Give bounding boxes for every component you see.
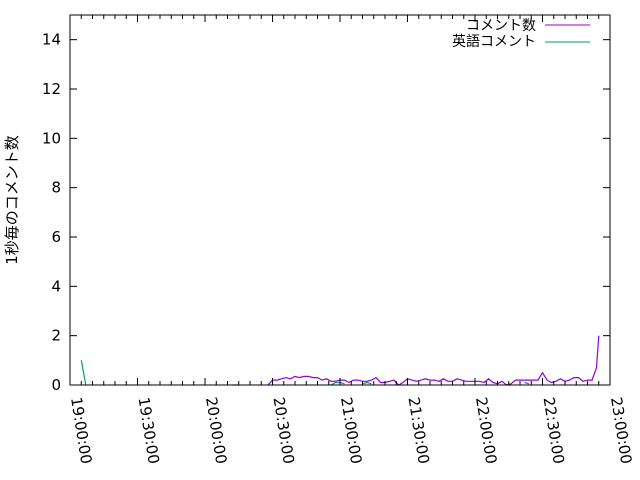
series-line-1 (80, 360, 87, 386)
y-tick-label: 8 (51, 179, 61, 197)
y-tick-label: 12 (42, 80, 61, 98)
x-tick-label: 21:30:00 (405, 396, 433, 465)
x-tick-label: 21:00:00 (337, 396, 365, 465)
series-line-1 (330, 381, 345, 386)
legend-label-1: 英語コメント (452, 33, 536, 50)
y-tick-label: 0 (51, 376, 61, 394)
legend-label-0: コメント数 (466, 18, 536, 34)
x-tick-label: 22:00:00 (472, 396, 500, 465)
x-tick-label: 20:30:00 (270, 396, 298, 465)
legend: コメント数 英語コメント (452, 18, 590, 50)
y-axis-label: 1秒毎のコメント数 (3, 135, 21, 265)
series-line-1 (362, 381, 372, 385)
plot-border (69, 14, 611, 386)
series-line-0 (267, 335, 600, 386)
series-line-1 (524, 381, 530, 385)
x-tick-label: 19:30:00 (135, 396, 163, 465)
x-tick-label: 22:30:00 (540, 396, 568, 465)
y-tick-label: 6 (51, 228, 61, 246)
x-tick-label: 20:00:00 (202, 396, 230, 465)
y-tick-label: 10 (42, 129, 61, 147)
y-tick-label: 14 (42, 31, 61, 49)
y-tick-label: 2 (51, 327, 61, 345)
y-tick-label: 4 (51, 277, 61, 295)
x-tick-label: 23:00:00 (607, 396, 635, 465)
x-tick-label: 19:00:00 (67, 396, 95, 465)
